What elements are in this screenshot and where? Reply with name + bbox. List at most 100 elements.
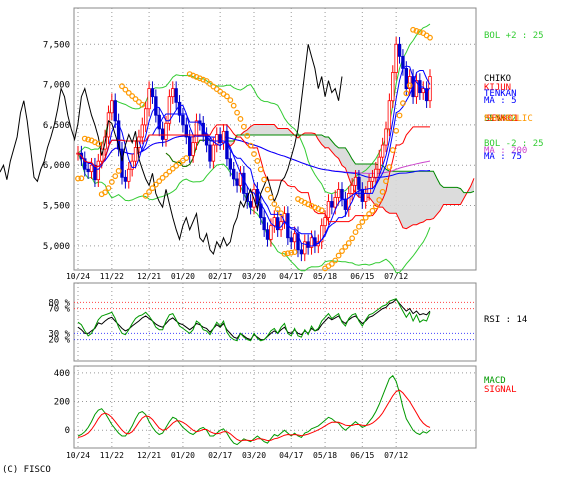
candle-body — [343, 198, 348, 210]
price-x-tick-label: 03/20 — [242, 272, 266, 281]
legend-macd: MACD — [484, 376, 506, 386]
parabolic-sar-dot — [386, 164, 393, 170]
price-y-tick-label: 5,000 — [43, 242, 70, 252]
rsi-legend: RSI : 14 — [484, 315, 527, 325]
rsi-grid — [74, 283, 476, 361]
candle-body — [150, 88, 155, 98]
macd-plot — [77, 374, 431, 446]
candle-body — [424, 88, 429, 102]
rsi-y-axis: 80 %70 % 30 %20 % — [48, 298, 70, 345]
price-x-tick-label: 05/18 — [313, 272, 337, 281]
parabolic-sar-dot — [251, 151, 257, 157]
candle-body — [147, 88, 151, 110]
candle-body — [83, 158, 87, 170]
candle-body — [319, 225, 324, 243]
candle-body — [110, 100, 114, 114]
candle-body — [414, 80, 419, 98]
candle-body — [228, 158, 233, 170]
parabolic-sar-dot — [427, 34, 433, 41]
macd-y-tick-label: 400 — [54, 369, 70, 379]
parabolic-sar-dot — [403, 90, 410, 97]
parabolic-sar-dot — [193, 74, 200, 80]
price-y-tick-label: 6,500 — [43, 121, 70, 131]
price-y-tick-label: 7,500 — [43, 40, 70, 50]
macd-x-tick-label: 03/20 — [242, 451, 266, 460]
parabolic-sar-dot — [413, 28, 420, 34]
parabolic-sar-dot — [81, 135, 88, 142]
macd-y-tick-label: 0 — [65, 426, 70, 436]
candle-body — [93, 164, 97, 181]
parabolic-sar-dot — [268, 194, 274, 201]
candle-body — [265, 229, 270, 240]
candle-body — [289, 237, 293, 243]
parabolic-sar-dot — [230, 102, 237, 109]
macd-line — [77, 374, 431, 446]
parabolic-sar-dot — [278, 210, 284, 217]
macd-x-tick-label: 12/21 — [137, 451, 161, 460]
candle-body — [174, 88, 178, 103]
candle-body — [184, 124, 189, 138]
candle-body — [353, 176, 358, 186]
candle-body — [350, 184, 354, 194]
candle-body — [275, 217, 280, 231]
parabolic-sar-dot — [400, 100, 406, 107]
macd-y-axis: 400 200 0 — [54, 369, 70, 436]
parabolic-sar-dot — [379, 188, 386, 195]
parabolic-sar-dot — [203, 78, 210, 84]
candle-body — [86, 168, 90, 173]
parabolic-sar-dot — [349, 235, 356, 242]
parabolic-sar-dot — [169, 165, 176, 172]
parabolic-sar-dot — [227, 97, 234, 104]
parabolic-sar-dot — [159, 174, 166, 181]
parabolic-sar-dot — [362, 214, 369, 221]
parabolic-sar-dot — [166, 168, 173, 175]
rsi-plot — [77, 298, 431, 342]
parabolic-sar-dot — [190, 72, 196, 79]
legend-rsi: RSI : 14 — [484, 315, 527, 325]
parabolic-sar-dot — [339, 248, 345, 254]
candle-body — [113, 100, 117, 122]
legend-tenkan: TENKAN — [484, 89, 517, 99]
parabolic-sar-dot — [237, 116, 244, 122]
candle-body — [164, 122, 168, 140]
price-grid — [74, 8, 476, 270]
parabolic-sar-dot — [332, 257, 339, 264]
candle-body — [191, 142, 195, 156]
parabolic-sar-dot — [288, 249, 295, 256]
parabolic-sar-dot — [129, 93, 136, 99]
parabolic-sar-dot — [115, 168, 122, 174]
price-panel-frame — [73, 7, 477, 271]
macd-x-tick-label: 04/17 — [279, 451, 303, 460]
parabolic-sar-dot — [393, 127, 400, 134]
candle-body — [404, 68, 409, 90]
parabolic-sar-dot — [318, 207, 325, 214]
price-x-tick-label: 04/17 — [279, 272, 303, 281]
parabolic-sar-dot — [356, 223, 362, 230]
legend-parabolic: PARABOLIC — [484, 114, 533, 124]
price-x-tick-label: 11/22 — [100, 272, 124, 281]
legend-senkou1: SENKO1 — [486, 114, 519, 124]
parabolic-sar-dot — [376, 197, 383, 203]
legend-chikou: CHIKO — [484, 74, 511, 84]
parabolic-sar-dot — [139, 101, 146, 108]
price-x-tick-label: 10/24 — [66, 272, 90, 281]
price-y-axis: 5,000 5,500 6,000 6,500 7,000 7,500 — [43, 40, 70, 252]
candle-body — [194, 120, 199, 144]
rsi-panel-frame — [73, 282, 477, 362]
parabolic-sar-dot — [271, 201, 278, 207]
legend-bollinger-lower: BOL -2 : 25 — [484, 139, 544, 149]
candle-body — [231, 168, 236, 180]
candle-body — [303, 241, 307, 255]
parabolic-sar-dot — [328, 261, 335, 267]
legend-ma200: MA : 200 — [484, 146, 527, 156]
price-y-tick-label: 6,000 — [43, 161, 70, 171]
parabolic-sar-dot — [342, 243, 349, 250]
candle-body — [177, 101, 182, 116]
parabolic-sar-dot — [196, 75, 203, 82]
candle-body — [262, 217, 266, 231]
parabolic-sar-dot — [284, 250, 291, 257]
copyright-text: (C) FISCO — [2, 465, 51, 475]
